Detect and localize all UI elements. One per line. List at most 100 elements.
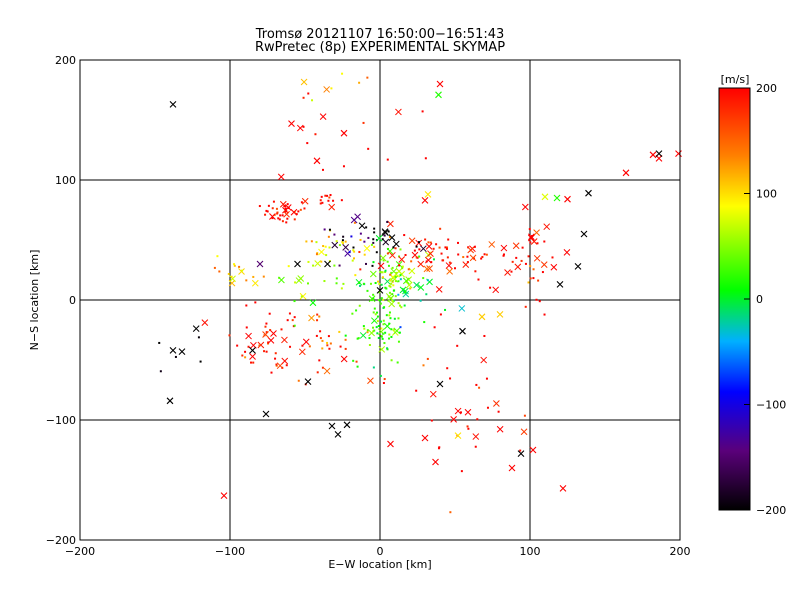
data-point bbox=[385, 287, 388, 290]
data-point bbox=[252, 275, 255, 278]
data-point bbox=[415, 245, 418, 248]
data-point bbox=[380, 283, 383, 286]
data-point bbox=[297, 210, 300, 213]
data-point bbox=[344, 347, 347, 350]
data-point bbox=[367, 236, 370, 239]
data-point bbox=[418, 248, 421, 251]
data-point bbox=[315, 253, 318, 256]
data-point bbox=[286, 203, 289, 206]
data-point bbox=[293, 218, 296, 221]
data-point bbox=[372, 297, 375, 300]
data-point bbox=[401, 265, 404, 268]
data-point bbox=[383, 378, 386, 381]
data-point bbox=[376, 315, 379, 318]
data-point bbox=[281, 220, 284, 223]
data-point bbox=[532, 268, 535, 271]
data-point bbox=[307, 92, 310, 95]
data-point bbox=[320, 195, 323, 198]
data-point-marker bbox=[436, 380, 444, 388]
data-point bbox=[551, 256, 554, 259]
data-point bbox=[355, 360, 358, 363]
data-point-marker bbox=[389, 251, 396, 259]
data-point bbox=[275, 363, 278, 366]
data-point bbox=[358, 284, 361, 287]
data-point bbox=[326, 344, 329, 347]
data-point bbox=[372, 261, 375, 264]
data-point bbox=[437, 447, 440, 450]
data-point bbox=[367, 147, 370, 150]
data-point bbox=[279, 214, 282, 217]
data-point-marker bbox=[508, 464, 516, 472]
data-point bbox=[541, 271, 544, 274]
data-point-marker bbox=[423, 265, 431, 273]
data-point bbox=[368, 337, 371, 340]
data-point bbox=[370, 299, 373, 302]
data-point bbox=[320, 260, 323, 263]
data-point bbox=[316, 371, 319, 374]
data-point bbox=[275, 207, 278, 210]
data-point bbox=[380, 327, 383, 330]
data-point bbox=[474, 445, 477, 448]
data-point bbox=[381, 271, 384, 274]
data-point bbox=[392, 289, 395, 292]
data-point bbox=[318, 359, 321, 362]
data-point-marker bbox=[256, 260, 264, 268]
x-tick-label: −100 bbox=[215, 545, 245, 558]
data-point bbox=[382, 323, 385, 326]
data-point bbox=[373, 329, 376, 332]
data-point bbox=[415, 256, 418, 259]
data-point bbox=[372, 241, 375, 244]
data-point bbox=[372, 293, 375, 296]
data-point bbox=[462, 256, 465, 259]
data-point bbox=[380, 297, 383, 300]
data-point bbox=[213, 266, 216, 269]
data-point bbox=[301, 344, 304, 347]
data-point-marker bbox=[395, 261, 403, 268]
data-point-marker bbox=[300, 78, 308, 86]
data-point-marker bbox=[478, 313, 486, 321]
data-point bbox=[422, 364, 425, 367]
data-point bbox=[390, 328, 393, 331]
data-point bbox=[397, 280, 400, 283]
data-point bbox=[238, 265, 241, 268]
data-point bbox=[321, 201, 324, 204]
data-point-marker bbox=[541, 193, 549, 201]
data-point bbox=[363, 327, 366, 330]
data-points bbox=[158, 72, 571, 514]
data-point-marker bbox=[340, 129, 348, 137]
data-point bbox=[388, 291, 391, 294]
data-point bbox=[422, 277, 425, 280]
data-point-marker bbox=[408, 237, 416, 245]
y-tick-label: 100 bbox=[55, 174, 76, 187]
data-point bbox=[321, 339, 324, 342]
data-point bbox=[446, 246, 449, 249]
data-point-marker bbox=[367, 377, 374, 385]
data-point bbox=[366, 331, 369, 334]
data-point-marker bbox=[375, 234, 383, 242]
y-tick-label: 200 bbox=[55, 54, 76, 67]
data-point bbox=[310, 240, 313, 243]
data-point bbox=[333, 233, 336, 236]
data-point bbox=[363, 253, 366, 256]
data-point-marker bbox=[500, 244, 508, 252]
data-point bbox=[379, 374, 382, 377]
data-point bbox=[316, 313, 319, 316]
y-tick-label: −200 bbox=[46, 534, 76, 547]
data-point bbox=[424, 238, 427, 241]
data-point bbox=[449, 377, 452, 380]
data-point-marker bbox=[169, 101, 177, 108]
data-point-marker bbox=[436, 80, 444, 88]
data-point bbox=[382, 319, 385, 322]
axis-ticks: −200 −100 0 100 200 −200 −100 0 100 200 bbox=[46, 54, 691, 558]
data-point-marker bbox=[540, 261, 548, 268]
data-point bbox=[376, 311, 379, 314]
data-point-marker bbox=[556, 281, 564, 288]
data-point bbox=[389, 317, 392, 320]
data-point bbox=[297, 379, 300, 382]
data-point bbox=[338, 244, 341, 247]
data-point-marker bbox=[387, 220, 394, 228]
data-point bbox=[467, 427, 470, 430]
data-point bbox=[307, 260, 310, 263]
data-point bbox=[427, 241, 430, 244]
data-point bbox=[289, 345, 292, 348]
